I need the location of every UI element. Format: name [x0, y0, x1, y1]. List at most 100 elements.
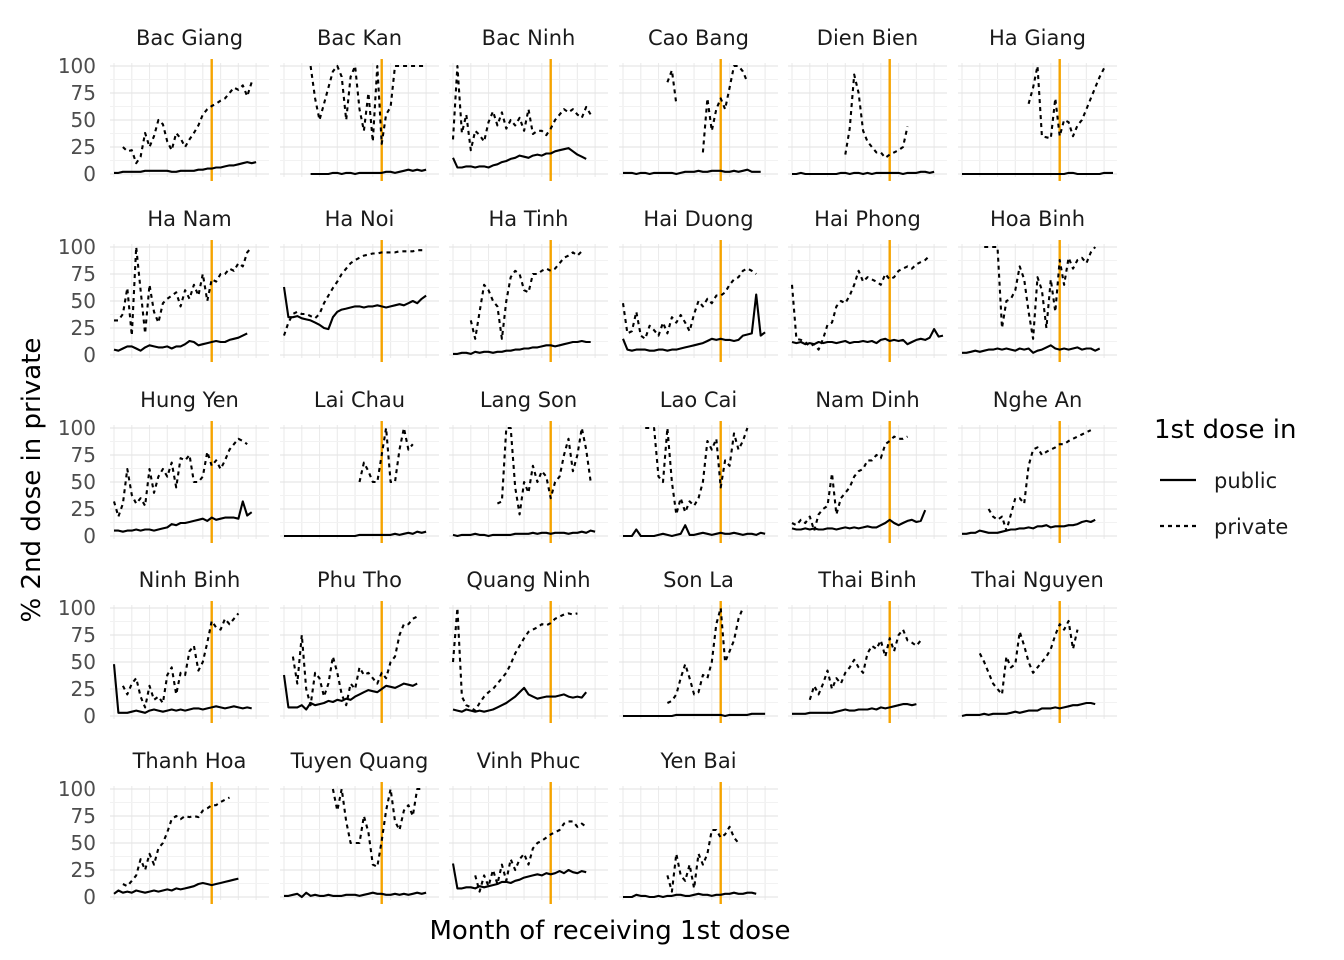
series-line-private: [666, 606, 744, 704]
y-tick-label: 50: [71, 650, 96, 674]
panel-ninh-binh: Ninh Binh 0 25 50 75 100: [58, 568, 269, 728]
series-line-public: [113, 877, 239, 895]
series-line-private: [666, 825, 740, 893]
strip-label-ha-nam: Ha Nam: [147, 207, 231, 231]
y-tick-label: 25: [71, 497, 96, 521]
strip-label-phu-tho: Phu Tho: [317, 568, 402, 592]
panel-phu-tho: Phu Tho: [280, 568, 439, 723]
series-line-public: [623, 524, 766, 538]
strip-label-hai-phong: Hai Phong: [814, 207, 921, 231]
y-tick-label: 0: [83, 162, 96, 186]
series-line-private: [112, 437, 248, 518]
strip-label-hung-yen: Hung Yen: [140, 388, 239, 412]
strip-label-quang-ninh: Quang Ninh: [466, 568, 590, 592]
y-tick-label: 25: [71, 677, 96, 701]
y-tick-label: 75: [71, 262, 96, 286]
series-line-private: [291, 615, 418, 707]
series-line-public: [623, 168, 761, 176]
strip-label-cao-bang: Cao Bang: [648, 26, 749, 50]
strip-label-bac-ninh: Bac Ninh: [482, 26, 576, 50]
panel-bac-kan: Bac Kan: [280, 26, 439, 181]
series-line-private: [987, 429, 1092, 532]
y-tick-label: 0: [83, 524, 96, 548]
strip-label-ha-noi: Ha Noi: [325, 207, 395, 231]
y-tick-label: 100: [58, 235, 96, 259]
series-line-private: [666, 64, 749, 153]
panel-ha-nam: Ha Nam 0 25 50 75 100: [58, 207, 269, 367]
series-line-public: [114, 500, 253, 533]
panel-ha-tinh: Ha Tinh: [449, 207, 608, 362]
panel-son-la: Son La: [619, 568, 778, 723]
strip-label-lang-son: Lang Son: [480, 388, 577, 412]
panel-lao-cai: Lao Cai: [619, 388, 778, 543]
panel-tuyen-quang: Tuyen Quang: [280, 749, 439, 904]
strip-label-bac-kan: Bac Kan: [317, 26, 402, 50]
series-line-public: [623, 712, 766, 718]
y-tick-label: 0: [83, 885, 96, 909]
strip-label-bac-giang: Bac Giang: [136, 26, 243, 50]
series-line-public: [453, 339, 591, 355]
panel-ha-noi: Ha Noi: [280, 207, 439, 362]
y-tick-label: 100: [58, 416, 96, 440]
panel-lang-son: Lang Son: [449, 388, 608, 543]
panel-yen-bai: Yen Bai: [619, 749, 778, 904]
strip-label-nghe-an: Nghe An: [993, 388, 1083, 412]
panel-thanh-hoa: Thanh Hoa 0 25 50 75 100: [58, 749, 269, 909]
panel-cao-bang: Cao Bang: [619, 26, 778, 181]
series-line-public: [622, 293, 766, 352]
strip-label-lai-chau: Lai Chau: [314, 388, 405, 412]
y-tick-label: 75: [71, 804, 96, 828]
y-tick-label: 100: [58, 777, 96, 801]
series-line-private: [122, 796, 230, 888]
series-line-public: [282, 674, 418, 711]
series-line-private: [451, 64, 592, 152]
series-line-public: [962, 344, 1101, 354]
series-line-public: [452, 686, 588, 713]
series-line-public: [961, 701, 1096, 718]
series-line-public: [792, 703, 917, 715]
series-line-public: [452, 529, 596, 538]
panel-hai-duong: Hai Duong: [619, 207, 778, 362]
series-line-private: [122, 81, 253, 165]
strip-label-vinh-phuc: Vinh Phuc: [477, 749, 581, 773]
series-line-private: [978, 619, 1079, 696]
y-tick-label: 50: [71, 831, 96, 855]
y-tick-label: 25: [71, 858, 96, 882]
series-line-private: [844, 73, 909, 159]
panel-thai-nguyen: Thai Nguyen: [958, 568, 1117, 723]
panel-quang-ninh: Quang Ninh: [449, 568, 608, 723]
series-line-private: [474, 820, 587, 893]
y-tick-label: 50: [71, 470, 96, 494]
strip-label-hai-duong: Hai Duong: [643, 207, 753, 231]
series-line-public: [792, 170, 935, 176]
strip-label-hoa-binh: Hoa Binh: [990, 207, 1085, 231]
y-tick-label: 75: [71, 623, 96, 647]
series-line-public: [284, 530, 427, 538]
strip-label-thai-binh: Thai Binh: [817, 568, 916, 592]
series-line-private: [469, 250, 583, 340]
series-line-public: [623, 891, 757, 899]
series-line-public: [113, 332, 248, 352]
legend: 1st dose in public private: [1154, 415, 1296, 539]
series-line-private: [645, 426, 749, 516]
strip-label-thai-nguyen: Thai Nguyen: [970, 568, 1104, 592]
legend-title: 1st dose in: [1154, 415, 1296, 445]
series-line-private: [808, 628, 922, 701]
strip-label-ha-tinh: Ha Tinh: [489, 207, 569, 231]
panel-hung-yen: Hung Yen 0 25 50 75 100: [58, 388, 269, 548]
y-tick-label: 0: [83, 343, 96, 367]
y-axis-title: % 2nd dose in private: [17, 338, 47, 623]
y-tick-label: 0: [83, 704, 96, 728]
panel-dien-bien: Dien Bien: [788, 26, 947, 181]
panel-ha-giang: Ha Giang: [958, 26, 1117, 181]
y-tick-label: 25: [71, 135, 96, 159]
y-tick-label: 100: [58, 54, 96, 78]
panel-bac-giang: Bac Giang 0 25 50 75 100: [58, 26, 269, 186]
panel-nam-dinh: Nam Dinh: [788, 388, 947, 543]
series-line-private: [1027, 64, 1106, 140]
panel-hoa-binh: Hoa Binh: [958, 207, 1117, 362]
series-line-private: [309, 64, 427, 145]
series-line-public: [962, 518, 1096, 535]
y-tick-label: 75: [71, 443, 96, 467]
y-tick-label: 25: [71, 316, 96, 340]
